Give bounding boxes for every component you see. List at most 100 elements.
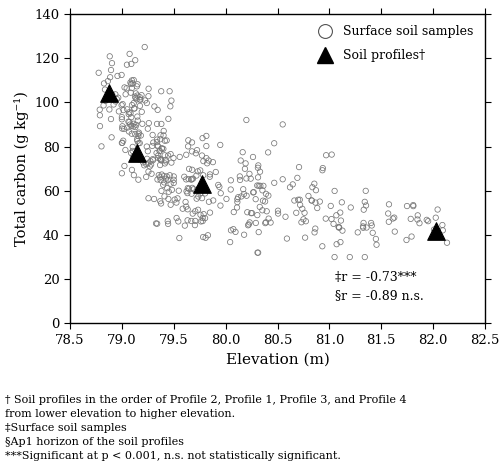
Point (184, 217, 192, 224)
Point (252, 219, 260, 227)
Point (194, 168, 202, 175)
Point (209, 158, 217, 166)
Point (216, 202, 224, 209)
Point (112, 98, 120, 105)
Point (262, 190, 270, 198)
Point (176, 153, 184, 161)
Point (188, 176, 196, 183)
Point (248, 209, 256, 217)
Point (182, 198, 190, 206)
Point (120, 106, 128, 114)
Point (361, 253, 369, 261)
Point (156, 176, 164, 184)
Point (156, 174, 164, 181)
Point (142, 173, 150, 181)
Point (154, 154, 162, 162)
Point (234, 194, 242, 201)
Point (188, 139, 196, 146)
Point (154, 143, 162, 150)
Point (298, 205, 306, 213)
Point (226, 186, 234, 193)
Point (156, 198, 164, 205)
Point (136, 102, 144, 109)
Point (328, 151, 336, 158)
Point (130, 120, 138, 128)
Point (128, 85, 136, 92)
Point (308, 183, 316, 191)
Point (128, 122, 136, 129)
Point (122, 146, 130, 154)
Point (129, 152, 137, 160)
Point (153, 136, 161, 143)
Point (170, 154, 177, 162)
Point (254, 212, 262, 219)
Point (165, 188, 173, 195)
Point (188, 210, 196, 217)
Point (188, 190, 196, 197)
Point (198, 134, 206, 142)
Point (360, 198, 368, 206)
Point (236, 157, 244, 164)
Point (443, 239, 451, 246)
Point (244, 222, 252, 229)
Point (246, 219, 254, 226)
Point (432, 214, 440, 221)
Point (262, 219, 270, 227)
Point (261, 198, 269, 205)
Point (241, 165, 249, 172)
Point (136, 96, 143, 103)
Point (120, 125, 128, 133)
Point (274, 210, 282, 217)
Point (134, 80, 141, 88)
Point (175, 187, 183, 195)
Point (403, 202, 411, 210)
Point (185, 165, 193, 173)
Text: §r = -0.89 n.s.: §r = -0.89 n.s. (334, 289, 424, 302)
Point (136, 140, 144, 147)
Point (132, 94, 140, 102)
Point (201, 190, 209, 197)
Point (367, 219, 375, 227)
Point (150, 195, 158, 203)
Point (128, 77, 136, 84)
Point (313, 204, 321, 212)
Point (316, 198, 324, 205)
Point (130, 123, 138, 130)
Point (205, 198, 213, 206)
Point (362, 224, 370, 231)
Point (118, 116, 126, 123)
Point (136, 93, 144, 101)
Point (360, 206, 368, 213)
Point (216, 141, 224, 149)
Point (249, 189, 257, 196)
Point (96, 112, 104, 119)
Point (296, 196, 304, 203)
Point (144, 147, 152, 155)
Point (162, 158, 170, 165)
Point (160, 172, 168, 180)
Point (168, 159, 175, 166)
Point (318, 167, 326, 174)
Point (164, 176, 172, 184)
Point (189, 175, 197, 182)
Point (295, 164, 303, 171)
Point (249, 153, 257, 161)
Point (135, 129, 143, 136)
Point (141, 97, 149, 104)
Point (212, 168, 220, 176)
Point (227, 176, 235, 184)
Point (164, 115, 172, 122)
Point (156, 135, 164, 143)
Point (242, 175, 250, 182)
Point (156, 161, 164, 169)
Point (188, 217, 196, 225)
Point (161, 160, 169, 167)
Point (335, 224, 343, 231)
Point (108, 134, 116, 141)
Point (422, 216, 430, 224)
Point (144, 195, 152, 202)
Point (304, 192, 312, 200)
Point (246, 175, 254, 182)
Point (132, 121, 140, 128)
Point (330, 253, 338, 261)
